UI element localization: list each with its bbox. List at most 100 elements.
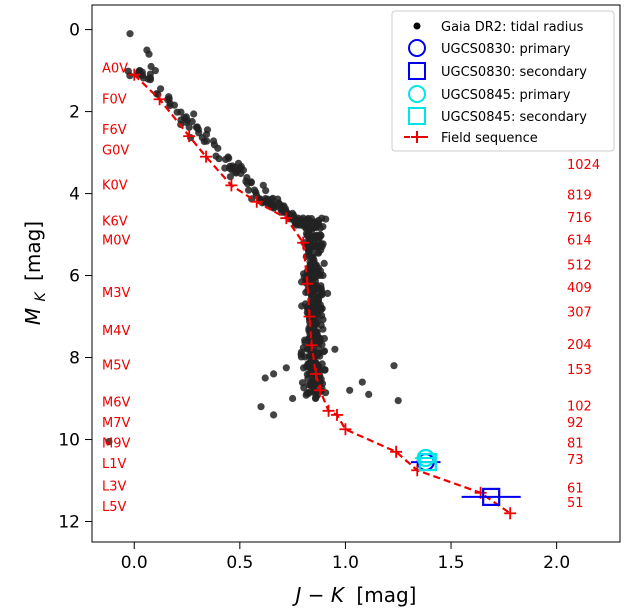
field-sequence-point [322, 404, 335, 417]
field-sequence-point [504, 507, 517, 520]
gaia-star-point [317, 246, 325, 254]
y-tick-label: 6 [69, 267, 80, 287]
plot-frame [91, 4, 621, 543]
spectral-type-label: M7V [102, 416, 130, 431]
gaia-star-point [269, 194, 277, 202]
gaia-star-point [346, 386, 354, 394]
gaia-star-point [303, 389, 311, 397]
spectral-type-label: K6V [102, 214, 128, 229]
gaia-star-point [226, 173, 234, 181]
gaia-star-point [257, 403, 265, 411]
legend-ugcs0830-primary-marker [408, 39, 426, 57]
gaia-star-point [243, 174, 251, 182]
gaia-star-point [318, 304, 326, 312]
gaia-star-point [145, 50, 153, 58]
y-axis-label-sub: K [33, 290, 49, 301]
y-axis-label: M K [mag] [21, 221, 50, 325]
gaia-star-point [259, 181, 267, 189]
gaia-star-point [394, 397, 402, 405]
spectral-type-label: L3V [102, 480, 127, 495]
spectral-type-labels: A0V F0V F6V G0V K0V K6V M0V M3V M4V M5V M6V M7V M9V L… [102, 62, 130, 516]
gaia-star-point [365, 390, 373, 398]
field-sequence-point [280, 212, 293, 225]
right-value-label: 512 [567, 258, 592, 273]
gaia-star-point [151, 67, 159, 75]
gaia-star-point [310, 319, 318, 327]
field-sequence-point [305, 339, 318, 352]
spectral-type-label: K0V [102, 178, 128, 193]
ugcs0845-secondary-marker [418, 452, 437, 472]
ugcs0830-secondary-marker [482, 487, 501, 507]
field-sequence-point [390, 445, 403, 458]
field-sequence-point [153, 93, 166, 106]
gaia-star-point [124, 67, 132, 75]
gaia-star-point [157, 85, 165, 93]
legend-ugcs0845-primary-marker [408, 85, 426, 103]
x-tick-label: 2.0 [543, 553, 570, 573]
gaia-star-point [390, 362, 398, 370]
right-value-label: 92 [567, 416, 584, 431]
gaia-star-point [214, 144, 222, 152]
right-value-label: 81 [567, 437, 584, 452]
spectral-type-label: M5V [102, 359, 130, 374]
gaia-star-point [305, 263, 313, 271]
x-tick-label: 1.5 [438, 553, 465, 573]
gaia-star-point [305, 242, 313, 251]
spectral-type-label: L5V [102, 500, 127, 515]
gaia-star-point [304, 228, 312, 236]
gaia-star-point [289, 394, 297, 403]
y-tick-label: 10 [58, 431, 80, 451]
spectral-type-label: F0V [102, 92, 127, 107]
gaia-star-point [313, 391, 321, 399]
gaia-star-point [300, 364, 308, 372]
spectral-type-label: G0V [102, 144, 129, 159]
right-value-label: 614 [567, 234, 592, 249]
right-value-label: 204 [567, 338, 592, 353]
legend-ugcs0830-primary-label: UGCS0830: primary [441, 42, 571, 57]
gaia-star-point [312, 283, 320, 291]
gaia-star-point [173, 108, 181, 116]
x-tick-label: 0.0 [121, 553, 148, 573]
gaia-star-point [192, 123, 200, 131]
spectral-type-label: L1V [102, 457, 127, 472]
y-axis-ticks: 0 2 4 6 8 10 12 [58, 21, 92, 533]
right-value-label: 61 [567, 482, 584, 497]
right-value-label: 716 [567, 211, 592, 226]
right-value-label: 51 [567, 496, 584, 511]
gaia-star-point [316, 337, 324, 345]
gaia-star-point [225, 154, 233, 162]
field-sequence-point [309, 367, 322, 380]
field-sequence-point [225, 179, 238, 192]
gaia-star-point [105, 438, 113, 446]
gaia-star-point [270, 370, 278, 378]
gaia-star-point [264, 198, 272, 206]
gaia-star-point [331, 345, 339, 353]
gaia-star-point [190, 110, 198, 118]
field-sequence-point [303, 310, 316, 323]
gaia-star-point [250, 186, 259, 194]
field-sequence-point [200, 150, 213, 163]
gaia-scatter-points [105, 30, 402, 446]
gaia-star-point [315, 294, 323, 302]
spectral-type-label: M0V [102, 234, 130, 249]
gaia-star-point [270, 411, 278, 419]
gaia-star-point [138, 71, 146, 79]
gaia-star-point [198, 134, 206, 142]
gaia-star-point [305, 359, 313, 368]
y-axis-label-main: M [21, 308, 45, 325]
right-value-label: 1024 [567, 158, 600, 173]
gaia-star-point [126, 30, 134, 38]
legend-field-label: Field sequence [441, 131, 538, 146]
gaia-star-point [311, 277, 319, 285]
field-sequence-point [314, 384, 327, 397]
gaia-star-point [210, 137, 218, 145]
right-value-label: 307 [567, 305, 592, 320]
gaia-star-point [321, 366, 329, 374]
gaia-star-point [316, 224, 324, 232]
field-sequence-point [250, 195, 263, 208]
x-axis-label: J − K [mag] [292, 583, 417, 607]
y-tick-label: 12 [58, 513, 80, 533]
gaia-star-point [317, 375, 325, 383]
